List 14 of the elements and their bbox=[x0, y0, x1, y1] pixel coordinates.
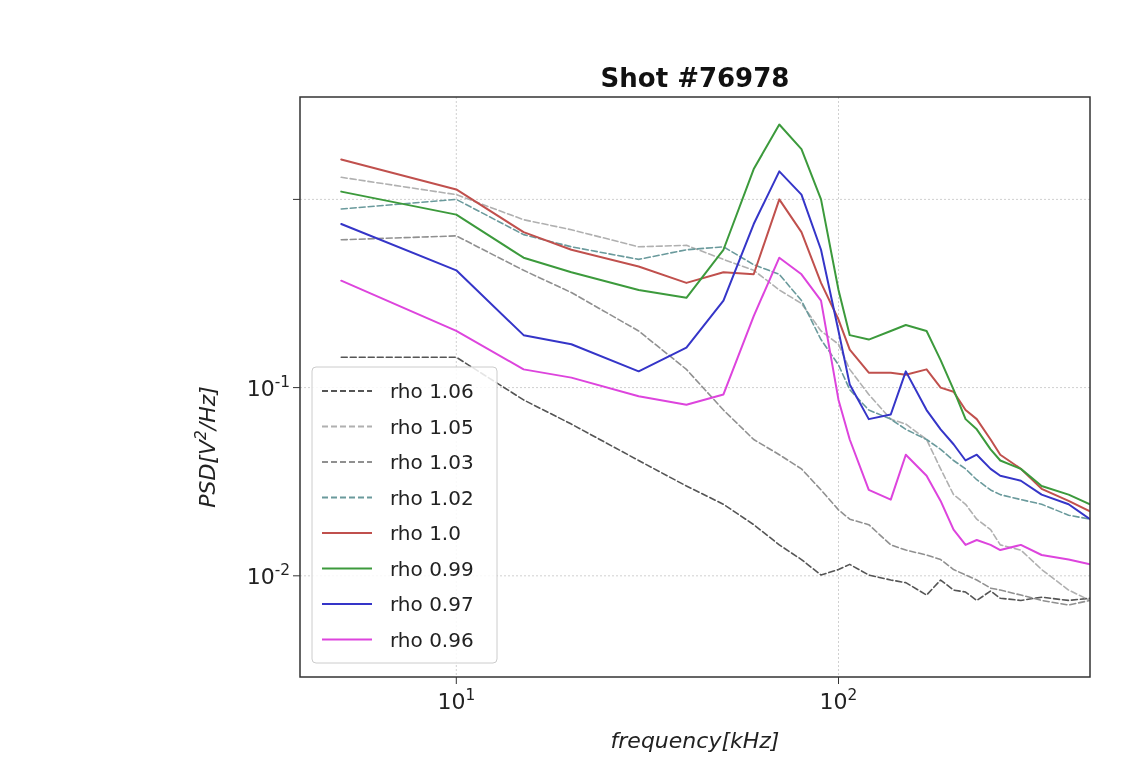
legend-label: rho 1.05 bbox=[390, 414, 474, 439]
y-tick-label: 10$^{-1}$ bbox=[246, 372, 290, 401]
legend-label: rho 1.02 bbox=[390, 485, 474, 510]
chart-title: Shot #76978 bbox=[600, 63, 790, 93]
legend-label: rho 0.96 bbox=[390, 627, 474, 652]
legend-label: rho 0.97 bbox=[390, 592, 474, 616]
legend-label: rho 1.0 bbox=[390, 521, 461, 545]
x-tick-label: 10$^{2}$ bbox=[819, 686, 858, 714]
legend-label: rho 1.06 bbox=[390, 379, 474, 403]
x-axis-title: frequency[kHz] bbox=[610, 728, 780, 753]
x-tick-label: 10$^{1}$ bbox=[437, 686, 476, 714]
legend-label: rho 1.03 bbox=[390, 450, 474, 474]
y-tick-label: 10$^{-2}$ bbox=[246, 560, 290, 589]
legend-label: rho 0.99 bbox=[390, 556, 474, 581]
